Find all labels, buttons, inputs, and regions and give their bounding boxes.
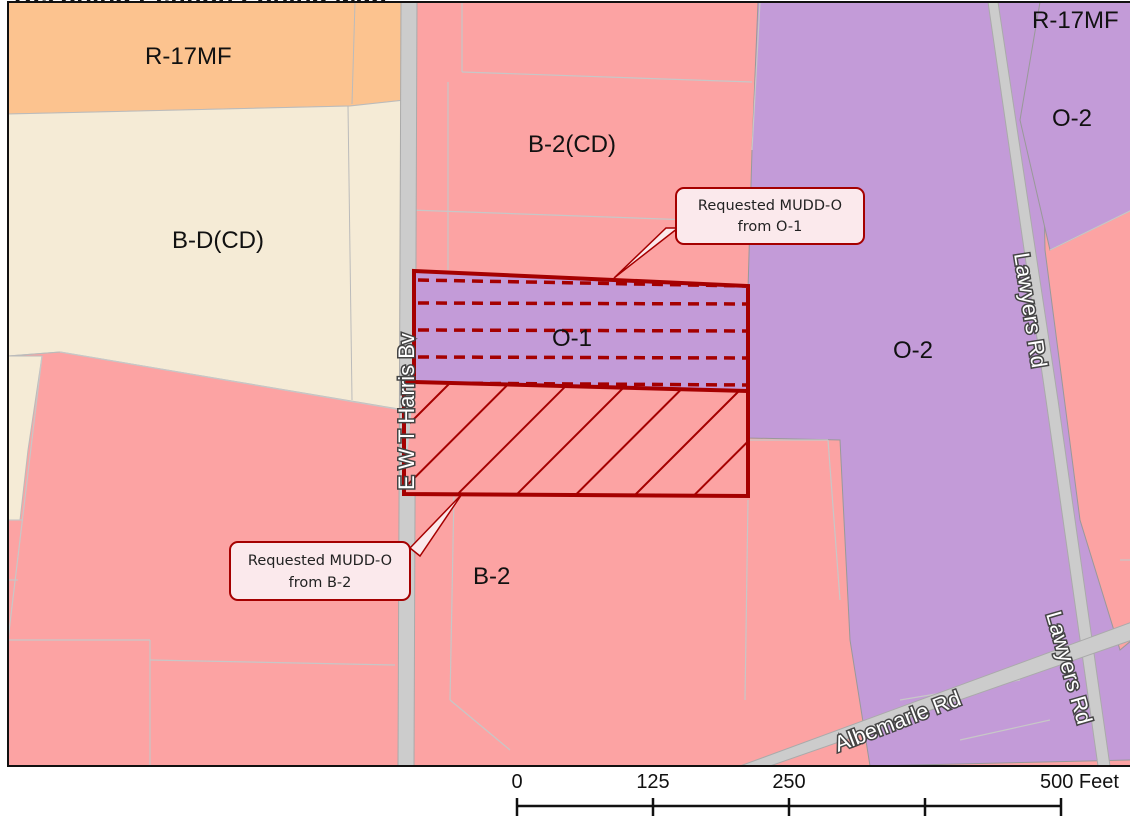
label-b2cd: B-2(CD) — [528, 131, 616, 158]
scale-bar: 0 125 250 500 Feet — [511, 771, 1119, 816]
callout-top-line1: Requested MUDD-O — [698, 198, 842, 214]
label-road-harris: E W T Harris Bv — [394, 333, 419, 490]
scale-tick-0: 0 — [511, 771, 522, 793]
callout-bottom-line2: from B-2 — [289, 575, 352, 591]
label-r17mf-right: R-17MF — [1032, 7, 1119, 34]
scale-tick-250: 250 — [772, 771, 805, 793]
scale-tick-125: 125 — [636, 771, 669, 793]
label-o2-center: O-2 — [893, 337, 933, 364]
label-bdcd: B-D(CD) — [172, 227, 264, 254]
scale-tick-500: 500 Feet — [1040, 771, 1119, 793]
petition-b2-area[interactable] — [404, 382, 748, 496]
zone-bdcd-strip — [8, 355, 43, 521]
callout-mudd-o-from-o1: Requested MUDD-O from O-1 — [613, 187, 865, 279]
road-lawyers — [987, 2, 1111, 766]
label-o2-top: O-2 — [1052, 105, 1092, 132]
label-b2: B-2 — [473, 563, 510, 590]
callout-top-line2: from O-1 — [738, 219, 803, 235]
callout-bottom-line1: Requested MUDD-O — [248, 553, 392, 569]
map-frame — [7, 1, 1130, 767]
road-albemarle — [739, 622, 1130, 766]
label-o1: O-1 — [552, 325, 592, 352]
label-r17mf-left: R-17MF — [145, 43, 232, 70]
callout-mudd-o-from-b2: Requested MUDD-O from B-2 — [229, 493, 463, 601]
